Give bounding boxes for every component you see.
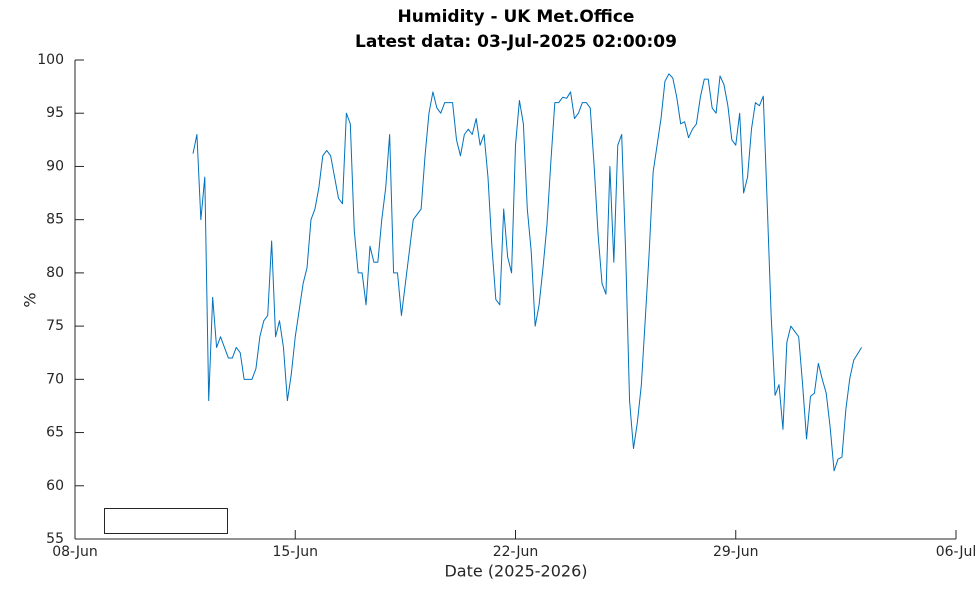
x-axis-label: Date (2025-2026) [444, 562, 587, 581]
y-axis-label: % [21, 292, 40, 307]
x-tick-label: 15-Jun [272, 544, 318, 560]
chart-title: Humidity - UK Met.Office [398, 7, 635, 27]
y-tick-label: 100 [37, 52, 64, 68]
legend-box [104, 508, 228, 534]
y-tick-label: 65 [46, 425, 64, 441]
y-tick-label: 95 [46, 105, 64, 121]
x-tick-label: 29-Jun [713, 544, 759, 560]
y-tick-label: 60 [46, 478, 64, 494]
x-tick-label: 06-Jul [936, 544, 975, 560]
chart-subtitle: Latest data: 03-Jul-2025 02:00:09 [355, 32, 677, 52]
y-tick-label: 75 [46, 318, 64, 334]
x-tick-label: 22-Jun [493, 544, 539, 560]
data-line [192, 73, 863, 472]
x-tick-label: 08-Jun [52, 544, 98, 560]
y-tick-label: 70 [46, 371, 64, 387]
y-tick-label: 85 [46, 212, 64, 228]
y-tick-label: 55 [46, 531, 64, 547]
y-tick-label: 80 [46, 265, 64, 281]
y-tick-label: 90 [46, 158, 64, 174]
